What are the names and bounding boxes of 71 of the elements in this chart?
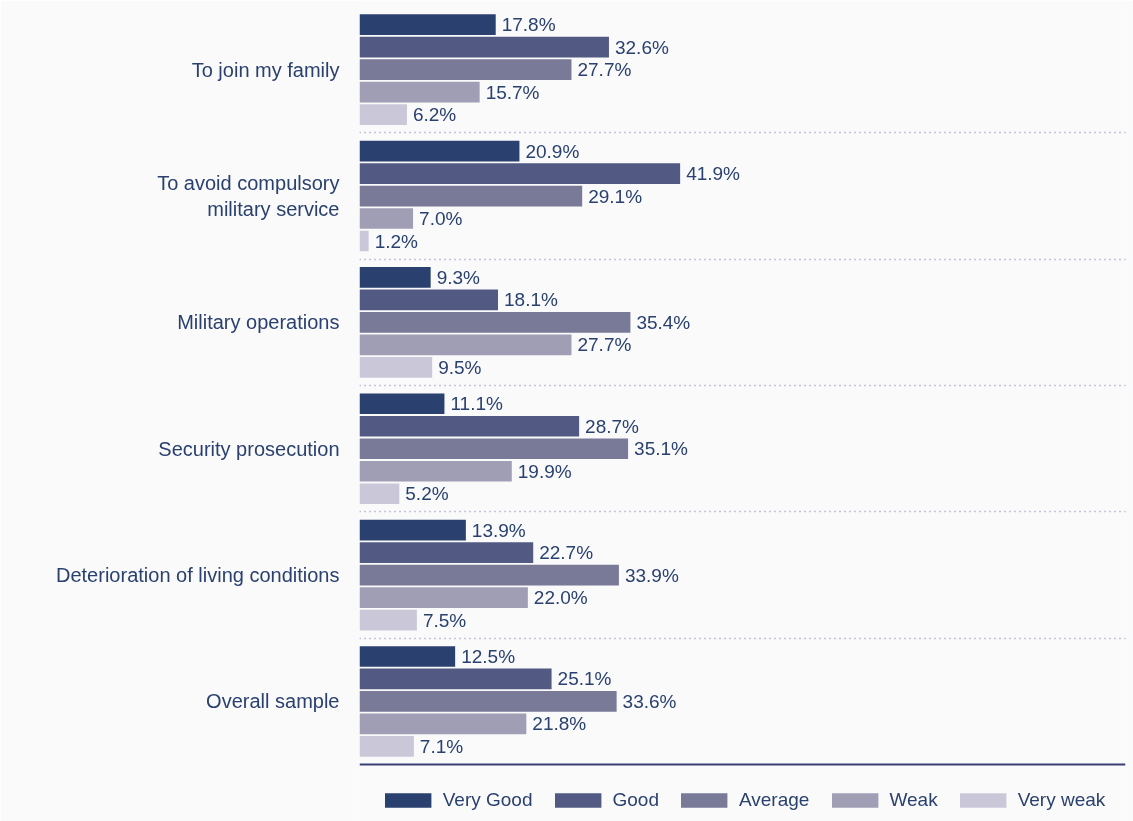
y-tick-label: Deterioration of living conditions [56, 564, 340, 587]
bar [359, 519, 466, 541]
bar [359, 59, 572, 81]
data-label: 33.6% [622, 690, 677, 712]
legend-label: Very Good [442, 789, 533, 811]
data-label: 1.2% [374, 230, 419, 252]
data-label: 6.2% [412, 104, 457, 126]
data-label: 19.9% [517, 460, 572, 482]
data-label: 27.7% [577, 334, 632, 356]
bar [359, 713, 527, 735]
legend-label: Very weak [1017, 789, 1106, 811]
bar [359, 460, 512, 482]
data-label: 13.9% [471, 519, 526, 541]
bar [359, 334, 572, 356]
data-label: 32.6% [614, 36, 669, 58]
legend-label: Weak [889, 789, 938, 811]
bar [359, 483, 400, 505]
data-label: 9.3% [436, 266, 481, 288]
y-tick-label: Security prosecution [158, 437, 340, 460]
bar [359, 438, 629, 460]
data-label: 7.1% [419, 735, 464, 757]
data-label: 35.1% [634, 438, 689, 460]
bar [359, 36, 609, 58]
data-label: 18.1% [504, 289, 558, 311]
bar [359, 542, 534, 563]
bar [359, 14, 496, 36]
bar [359, 646, 456, 667]
bar [359, 357, 433, 378]
bar [359, 393, 445, 415]
data-label: 17.8% [501, 14, 556, 36]
data-label: 27.7% [577, 59, 632, 81]
data-label: 22.0% [533, 587, 588, 609]
bar [359, 609, 417, 631]
data-label: 9.5% [438, 356, 482, 378]
data-label: 41.9% [686, 163, 741, 185]
data-label: 7.5% [422, 609, 467, 631]
bar [359, 564, 619, 586]
bar [359, 185, 583, 207]
data-label: 28.7% [585, 415, 640, 437]
bar [359, 289, 499, 311]
legend-label: Good [612, 789, 659, 811]
bar [359, 104, 407, 126]
data-label: 20.9% [525, 140, 580, 162]
data-label: 7.0% [419, 208, 463, 230]
data-label: 11.1% [450, 393, 504, 415]
data-label: 12.5% [461, 645, 516, 667]
y-tick-label: Military operations [177, 311, 340, 334]
data-label: 29.1% [588, 185, 643, 207]
bar [359, 736, 414, 757]
y-tick-label: To avoid compulsory military service [157, 171, 340, 221]
data-label: 22.7% [539, 542, 594, 564]
bar [359, 691, 617, 712]
legend-label: Average [738, 789, 810, 811]
bar [359, 81, 480, 103]
y-tick-label: Overall sample [206, 690, 340, 713]
data-label: 35.4% [636, 311, 691, 333]
bar [359, 208, 414, 229]
data-label: 33.9% [624, 564, 679, 586]
y-tick-label: To join my family [191, 58, 340, 81]
data-label: 25.1% [557, 668, 612, 690]
bar [359, 587, 528, 608]
data-label: 5.2% [405, 483, 449, 505]
bar [359, 267, 431, 288]
bar [359, 312, 631, 333]
data-label: 21.8% [532, 713, 587, 735]
bar [359, 668, 552, 690]
data-label: 15.7% [485, 81, 540, 103]
bar [359, 415, 580, 437]
bar [359, 163, 681, 184]
bar [359, 140, 520, 162]
bar [359, 230, 369, 252]
